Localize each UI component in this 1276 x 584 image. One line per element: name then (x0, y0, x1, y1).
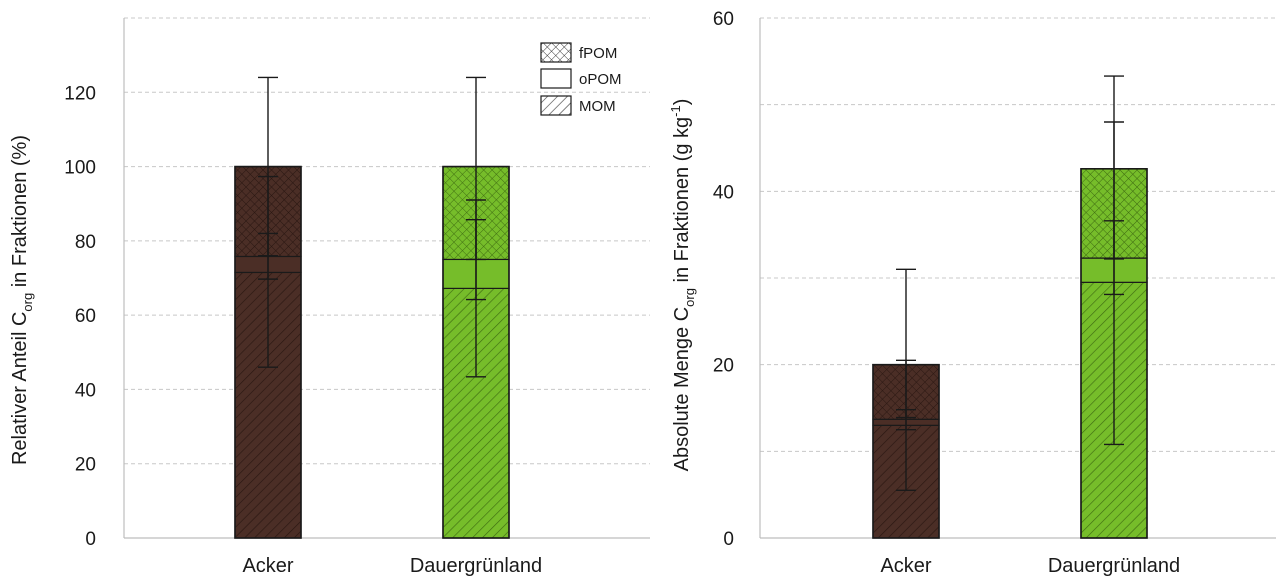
bars-group (234, 165, 510, 539)
error-bar-fpom (1104, 75, 1124, 260)
y-tick-label: 100 (64, 158, 96, 179)
error-bars-group (896, 75, 1124, 492)
y-tick-label: 60 (713, 9, 734, 30)
y-tick-label: 40 (713, 182, 734, 203)
y-axis-title: Absolute Menge Corg in Fraktionen (g kg-… (668, 99, 697, 472)
x-category-labels: Acker Dauergrünland (242, 555, 542, 577)
x-category-label: Acker (242, 555, 293, 577)
bars-group (872, 168, 1148, 539)
y-tick-labels: 0 20 40 60 80 100 120 (64, 83, 96, 550)
y-tick-label: 120 (64, 83, 96, 104)
chart-panel-absolute: 0 20 40 60 Acker Dauergrünland Absolute Meng… (668, 9, 1276, 577)
x-category-label: Acker (880, 555, 931, 577)
x-category-label: Dauergrünland (1048, 555, 1180, 577)
y-axis-title-end: ) (671, 99, 693, 106)
grid-lines (759, 17, 1276, 539)
error-bar-fpom (258, 76, 278, 257)
y-axis-title: Relativer Anteil Corg in Fraktionen (%) (9, 135, 35, 465)
legend-swatch-mom (540, 95, 572, 116)
error-bar-fpom (896, 268, 916, 419)
y-tick-label: 20 (75, 455, 96, 476)
y-tick-label: 20 (713, 356, 734, 377)
y-tick-label: 40 (75, 380, 96, 401)
y-tick-label: 0 (85, 529, 96, 550)
y-axis-title-rest: in Fraktionen (g kg (671, 117, 693, 288)
y-tick-labels: 0 20 40 60 (713, 9, 734, 550)
legend-label-opom: oPOM (579, 71, 622, 88)
error-bars-group (258, 76, 486, 378)
legend-label-fpom: fPOM (579, 45, 617, 62)
y-axis-title-main: Absolute Menge C (671, 307, 693, 472)
chart-panel-relative: 0 20 40 60 80 100 120 Acker Dauergrünland Relat… (9, 17, 650, 577)
y-tick-label: 60 (75, 306, 96, 327)
grid-lines (123, 17, 650, 539)
legend-swatch-fpom (540, 42, 572, 63)
x-category-label: Dauergrünland (410, 555, 542, 577)
legend-swatch-opom (540, 68, 572, 89)
y-axis-title-sub: org (20, 293, 35, 312)
error-bar-fpom (466, 76, 486, 261)
y-axis-title-sup: -1 (668, 105, 683, 117)
y-axis-title-main: Relativer Anteil C (9, 312, 31, 465)
y-tick-label: 0 (723, 529, 734, 550)
legend: fPOM oPOM MOM (540, 42, 622, 116)
x-category-labels: Acker Dauergrünland (880, 555, 1180, 577)
y-axis-title-rest: in Fraktionen (%) (9, 135, 31, 293)
y-axis-title-sub: org (682, 288, 697, 307)
y-tick-label: 80 (75, 232, 96, 253)
legend-label-mom: MOM (579, 98, 616, 115)
